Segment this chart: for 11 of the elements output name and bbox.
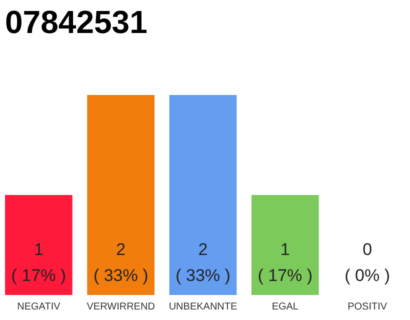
x-tick-label: POSITIV [348, 302, 388, 312]
x-tick-label: UNBEKANNTE [168, 302, 238, 312]
x-tick-label: VERWIRREND [86, 302, 155, 312]
data-label: 0 ( 0% ) [344, 240, 390, 285]
x-tick-label: EGAL [272, 302, 299, 312]
data-label: 2 ( 33% ) [93, 240, 148, 285]
data-label: 1 ( 17% ) [11, 240, 66, 285]
data-label: 1 ( 17% ) [258, 240, 313, 285]
x-tick-label: NEGATIV [17, 302, 61, 312]
chart-title: 07842531 [5, 4, 148, 40]
data-label: 2 ( 33% ) [176, 240, 230, 285]
